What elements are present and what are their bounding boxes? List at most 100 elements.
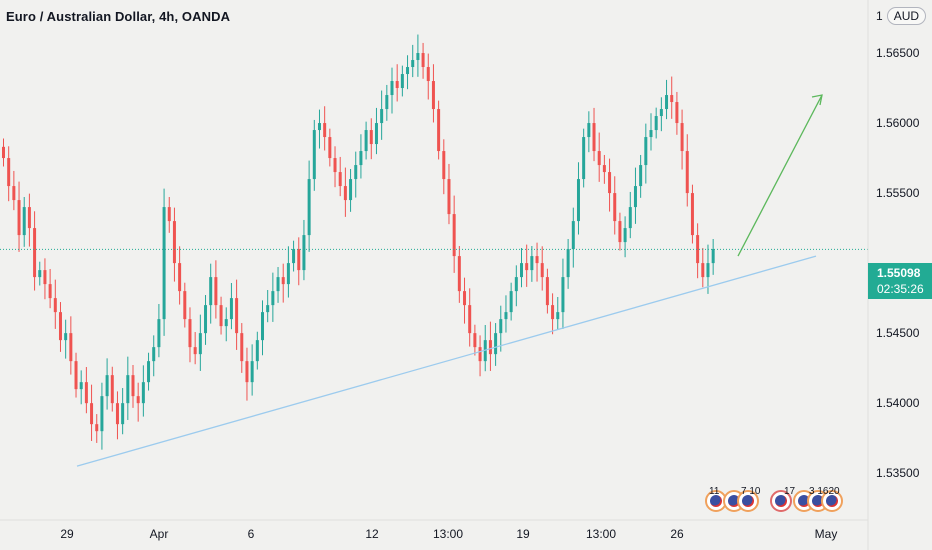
candle-body bbox=[359, 151, 363, 166]
candle-body bbox=[183, 291, 187, 320]
candle-body bbox=[271, 291, 275, 306]
candle-body bbox=[468, 305, 472, 334]
candle-body bbox=[48, 284, 52, 299]
candle-body bbox=[675, 102, 679, 124]
candle-body bbox=[452, 214, 456, 257]
candle-body bbox=[354, 165, 358, 180]
event-flag-icon[interactable] bbox=[770, 490, 792, 512]
projection-arrow[interactable] bbox=[737, 94, 823, 257]
candle-body bbox=[323, 123, 327, 138]
candle-body bbox=[654, 116, 658, 131]
candle-body bbox=[426, 67, 430, 82]
currency-selector[interactable]: 1 AUD bbox=[876, 7, 927, 25]
candle-body bbox=[639, 165, 643, 187]
candle-body bbox=[317, 123, 321, 131]
price-tick-label: 1.56000 bbox=[876, 116, 920, 131]
candle-body bbox=[457, 256, 461, 292]
candle-body bbox=[157, 319, 161, 348]
candle-body bbox=[473, 333, 477, 348]
candle-body bbox=[58, 312, 62, 341]
candle-body bbox=[162, 207, 166, 320]
candle-body bbox=[504, 312, 508, 320]
candle-body bbox=[390, 81, 394, 96]
candle-body bbox=[261, 312, 264, 341]
candle-body bbox=[431, 81, 435, 110]
candle-body bbox=[576, 179, 580, 222]
time-tick-label: 13:00 bbox=[432, 527, 464, 541]
candle-body bbox=[421, 53, 425, 68]
candle-body bbox=[349, 179, 353, 201]
candle-body bbox=[364, 130, 368, 152]
candle-body bbox=[333, 158, 337, 173]
candle-body bbox=[115, 403, 119, 425]
candle-body bbox=[437, 109, 441, 152]
candle-body bbox=[545, 277, 549, 306]
trendline[interactable] bbox=[76, 255, 817, 467]
bar-countdown: 02:35:26 bbox=[877, 282, 924, 296]
candle-body bbox=[7, 158, 11, 187]
currency-pill[interactable]: AUD bbox=[886, 7, 927, 25]
candle-body bbox=[188, 319, 192, 348]
candle-body bbox=[711, 249, 715, 264]
candle-body bbox=[551, 305, 555, 320]
candle-body bbox=[494, 333, 498, 355]
candle-body bbox=[380, 109, 384, 124]
last-price-value: 1.55098 bbox=[877, 266, 921, 280]
candle-body bbox=[281, 277, 285, 285]
candle-body bbox=[255, 340, 259, 362]
arrow-head-icon bbox=[811, 94, 823, 106]
candle-body bbox=[147, 361, 151, 383]
candle-body bbox=[582, 137, 586, 180]
candle-body bbox=[276, 277, 280, 292]
candle-body bbox=[292, 249, 296, 264]
candle-body bbox=[286, 263, 290, 285]
price-tick-label: 1.54500 bbox=[876, 326, 920, 341]
candle-body bbox=[659, 109, 663, 117]
event-count: 11 bbox=[709, 486, 720, 497]
candle-body bbox=[100, 396, 104, 432]
price-tick-label: 1.53500 bbox=[876, 466, 920, 481]
candle-body bbox=[214, 277, 218, 306]
symbol-title[interactable]: Euro / Australian Dollar, 4h, OANDA bbox=[6, 9, 231, 24]
candlesticks bbox=[2, 34, 715, 450]
candle-body bbox=[343, 186, 347, 201]
candle-body bbox=[685, 151, 689, 194]
candle-body bbox=[33, 228, 37, 278]
event-count: 7 10 bbox=[741, 486, 761, 497]
candle-body bbox=[12, 186, 16, 201]
event-flag-icon[interactable] bbox=[737, 490, 759, 512]
candle-body bbox=[463, 291, 467, 306]
candle-body bbox=[90, 403, 94, 425]
candle-body bbox=[665, 95, 669, 110]
candle-body bbox=[126, 375, 130, 404]
candle-body bbox=[514, 277, 518, 292]
candle-body bbox=[644, 137, 648, 166]
time-tick-label: May bbox=[814, 527, 838, 541]
candle-body bbox=[566, 249, 570, 278]
candle-body bbox=[105, 375, 109, 397]
candle-body bbox=[649, 130, 653, 138]
candle-body bbox=[540, 263, 544, 278]
candle-body bbox=[602, 165, 606, 173]
time-tick-label: 26 bbox=[670, 527, 684, 541]
candle-body bbox=[690, 193, 694, 236]
price-tick-label: 1.55500 bbox=[876, 186, 920, 201]
candle-body bbox=[633, 186, 637, 208]
candle-body bbox=[406, 67, 410, 75]
candle-body bbox=[328, 137, 332, 159]
candle-body bbox=[701, 263, 705, 278]
candle-body bbox=[79, 382, 83, 390]
candle-body bbox=[706, 263, 710, 278]
candle-body bbox=[369, 130, 373, 145]
economic-events[interactable]: 11 7 10 17 3 1620 bbox=[705, 486, 845, 518]
candle-body bbox=[613, 193, 617, 222]
candle-body bbox=[556, 312, 560, 320]
candle-body bbox=[670, 95, 674, 103]
price-tick-label: 1.56500 bbox=[876, 46, 920, 60]
candle-body bbox=[297, 249, 301, 271]
event-flag-icon[interactable] bbox=[821, 490, 843, 512]
candle-body bbox=[597, 151, 601, 166]
candle-body bbox=[172, 221, 176, 264]
